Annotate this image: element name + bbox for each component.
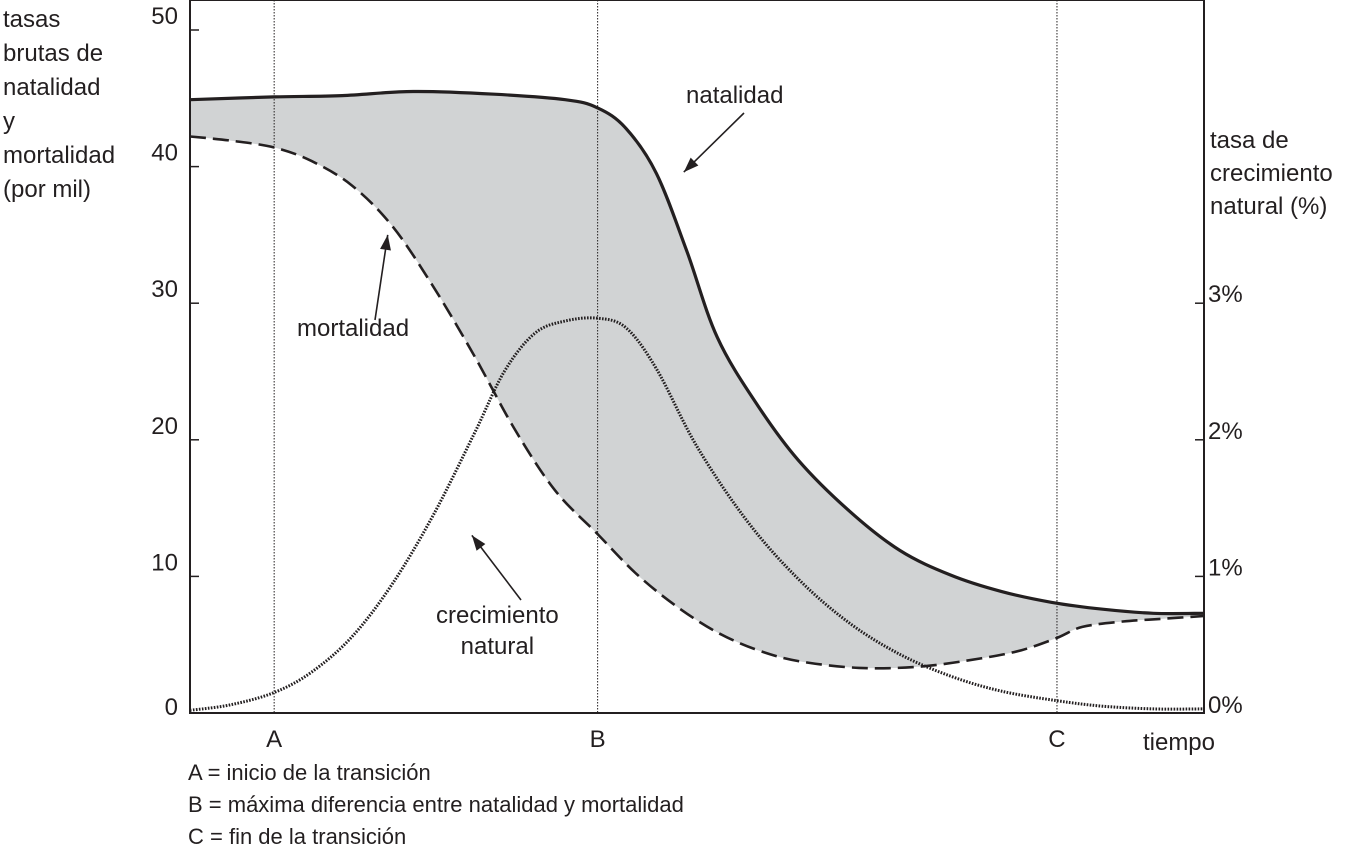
x-axis-label: tiempo: [1143, 729, 1215, 756]
legend-item-a: A = inicio de la transición: [188, 760, 431, 785]
annotation-crecimiento-natural: crecimiento natural: [436, 602, 559, 660]
right-tick-label: 1%: [1208, 554, 1243, 581]
marker-lines: [273, 0, 1058, 713]
annotation-natalidad: natalidad: [686, 82, 784, 109]
legend: A = inicio de la transición B = máxima d…: [188, 757, 684, 853]
legend-item-c: C = fin de la transición: [188, 824, 407, 849]
left-tick-label: 30: [151, 276, 178, 303]
annotation-arrows: [374, 112, 745, 601]
left-axis-label: tasas brutas de natalidad y mortalidad (…: [3, 6, 116, 203]
legend-item-b: B = máxima diferencia entre natalidad y …: [188, 792, 684, 817]
right-axis-label: tasa de crecimiento natural (%): [1210, 127, 1333, 220]
left-tick-label: 40: [151, 140, 178, 167]
marker-labels: A B C: [266, 726, 1065, 753]
annotation-arrow-head: [471, 535, 486, 551]
right-tick-label: 0%: [1208, 692, 1243, 719]
plot-frame: [189, 0, 1205, 714]
left-tick-label: 20: [151, 413, 178, 440]
left-axis-ticks: 0 10 20 30 40 50: [151, 3, 199, 721]
marker-label-b: B: [590, 726, 606, 753]
annotation-arrow-head: [683, 157, 699, 173]
left-tick-label: 50: [151, 3, 178, 30]
crecimiento-natural-line: [189, 316, 1205, 712]
marker-label-a: A: [266, 726, 282, 753]
right-axis-ticks: 0% 1% 2% 3%: [1195, 281, 1243, 719]
natalidad-line: [189, 89, 1205, 616]
left-tick-label: 0: [165, 694, 178, 721]
mortalidad-line: [189, 135, 1205, 670]
annotation-mortalidad: mortalidad: [297, 315, 410, 342]
marker-label-c: C: [1048, 726, 1065, 753]
right-tick-label: 2%: [1208, 418, 1243, 445]
left-tick-label: 10: [151, 549, 178, 576]
right-tick-label: 3%: [1208, 281, 1243, 308]
birth-death-gap-fill: [190, 91, 1204, 669]
annotation-arrow-head: [380, 234, 391, 251]
